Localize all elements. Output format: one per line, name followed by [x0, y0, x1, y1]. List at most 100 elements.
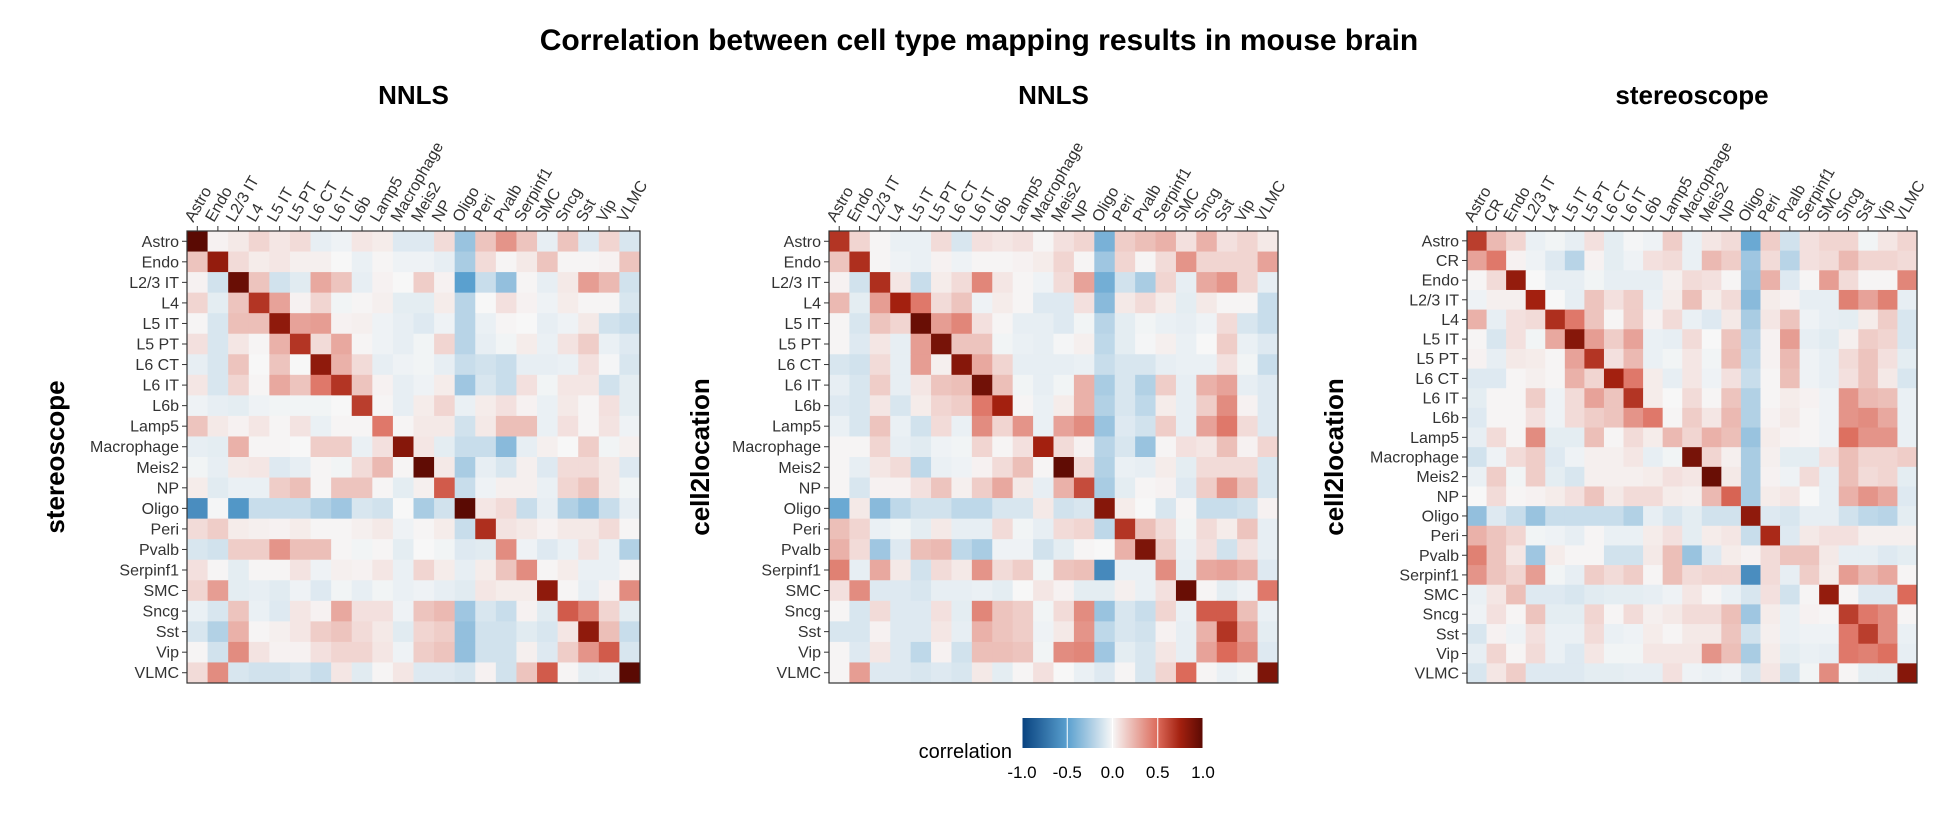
heatmap-cell — [557, 354, 579, 376]
heatmap-cell — [1701, 643, 1722, 664]
heatmap-cell — [1662, 486, 1683, 507]
heatmap-cell — [890, 498, 912, 520]
heatmap-cell — [372, 272, 394, 294]
heatmap-cell — [331, 231, 353, 253]
heatmap-cell — [1237, 559, 1259, 581]
heatmap-cell — [475, 292, 497, 314]
heatmap-cell — [1721, 466, 1742, 487]
heatmap-cell — [1467, 447, 1488, 468]
heatmap-cell — [1216, 457, 1238, 479]
heatmap-cell — [1819, 270, 1840, 291]
heatmap-cell — [1838, 545, 1859, 566]
heatmap-cell — [1545, 368, 1566, 389]
heatmap-cell — [1584, 447, 1605, 468]
heatmap-cell — [228, 251, 250, 273]
heatmap-cell — [351, 272, 373, 294]
heatmap-cell — [1740, 545, 1761, 566]
heatmap-cell — [1053, 333, 1075, 355]
heatmap-cell — [1196, 498, 1218, 520]
heatmap-cell — [951, 272, 973, 294]
heatmap-cell — [1135, 415, 1157, 437]
heatmap-cell — [1073, 354, 1095, 376]
heatmap-cell — [475, 354, 497, 376]
heatmap-cell — [228, 415, 250, 437]
heatmap-cell — [1486, 584, 1507, 605]
heatmap-cell — [269, 498, 291, 520]
heatmap-cell — [454, 641, 476, 663]
heatmap-cell — [1135, 272, 1157, 294]
column-label: L4 — [1540, 201, 1564, 225]
heatmap-cell — [1799, 270, 1820, 291]
heatmap-cell — [289, 518, 312, 540]
heatmap-cell — [289, 457, 312, 479]
heatmap-cell — [187, 641, 209, 663]
heatmap-cell — [1760, 329, 1781, 350]
heatmap-cell — [1175, 580, 1197, 602]
heatmap-cell — [392, 292, 414, 314]
heatmap-cell — [578, 457, 600, 479]
heatmap-cell — [1877, 270, 1898, 291]
row-label: Serpinf1 — [119, 563, 179, 580]
heatmap-cell — [557, 477, 579, 499]
heatmap-cell — [434, 559, 456, 581]
heatmap-cell — [869, 539, 891, 561]
heatmap-cell — [598, 395, 620, 417]
heatmap-cell — [1603, 663, 1625, 684]
heatmap-cell — [228, 477, 250, 499]
heatmap-cell — [578, 272, 600, 294]
heatmap-cell — [1760, 407, 1781, 429]
heatmap-cell — [1135, 292, 1157, 314]
heatmap-cell — [951, 251, 973, 273]
heatmap-cell — [951, 374, 973, 396]
heatmap-cell — [1701, 486, 1722, 507]
heatmap-cell — [1467, 624, 1488, 645]
heatmap-cell — [1467, 407, 1488, 429]
heatmap-cell — [1682, 624, 1703, 645]
y-axis-title: cell2location — [685, 378, 715, 536]
heatmap-cell — [310, 415, 332, 437]
heatmap-cell — [1760, 584, 1781, 605]
heatmap-cell — [1033, 498, 1054, 520]
heatmap-cell — [992, 518, 1014, 540]
heatmap-cell — [1662, 309, 1683, 330]
row-label: Lamp5 — [772, 419, 821, 436]
heatmap-cell — [1525, 250, 1546, 271]
heatmap-cell — [829, 621, 850, 643]
heatmap-cell — [269, 272, 291, 294]
heatmap-cell — [1073, 395, 1095, 417]
heatmap-cell — [619, 231, 641, 253]
heatmap-cell — [1643, 348, 1664, 370]
heatmap-cell — [392, 374, 414, 396]
heatmap-cell — [1073, 292, 1095, 314]
heatmap-cell — [331, 374, 353, 396]
heatmap-cell — [310, 333, 332, 355]
heatmap-cell — [1525, 329, 1546, 350]
heatmap-cell — [1564, 466, 1585, 487]
heatmap-cell — [537, 354, 559, 376]
heatmap-cell — [351, 436, 373, 458]
heatmap-cell — [910, 292, 932, 314]
heatmap-cell — [1858, 407, 1879, 429]
heatmap-cell — [1564, 368, 1585, 389]
heatmap-cell — [1584, 309, 1605, 330]
heatmap-cell — [372, 662, 394, 684]
heatmap-cell — [1135, 395, 1157, 417]
heatmap-cell — [331, 477, 353, 499]
heatmap-cell — [1603, 466, 1625, 487]
heatmap-cell — [1257, 251, 1279, 273]
heatmap-cell — [1545, 407, 1566, 429]
heatmap-cell — [1780, 486, 1801, 507]
heatmap-cell — [1114, 292, 1136, 314]
heatmap-cell — [1155, 518, 1177, 540]
heatmap-cell — [1033, 231, 1054, 253]
heatmap-cell — [1467, 663, 1488, 684]
heatmap-cell — [1623, 447, 1644, 468]
heatmap-cell — [1662, 270, 1683, 291]
heatmap-cell — [495, 251, 517, 273]
heatmap-cell — [289, 415, 312, 437]
heatmap-cell — [1799, 565, 1820, 586]
heatmap-cell — [454, 292, 476, 314]
heatmap-cell — [1877, 388, 1898, 409]
heatmap-cell — [1799, 466, 1820, 487]
heatmap-cell — [1545, 643, 1566, 664]
